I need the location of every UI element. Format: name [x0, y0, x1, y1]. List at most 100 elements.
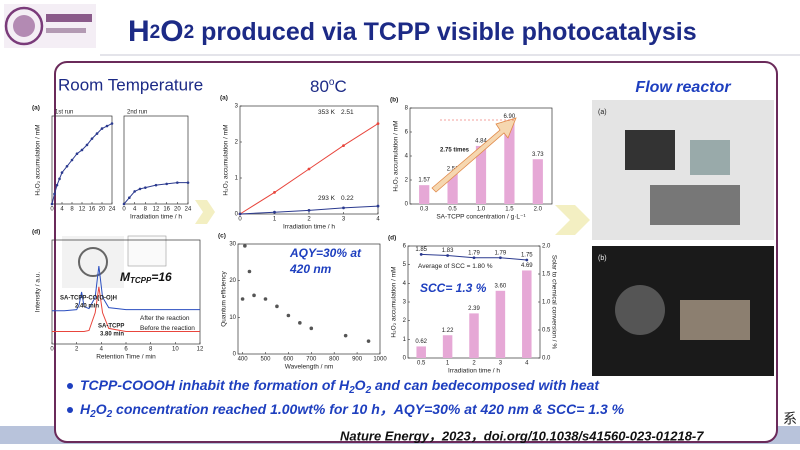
panel-label: (c) — [218, 233, 226, 240]
line-value-label: 1.79 — [495, 250, 507, 256]
data-point — [298, 321, 302, 325]
y2-tick-label: 2.0 — [542, 244, 551, 250]
data-point — [90, 137, 94, 140]
svg-text:(a): (a) — [598, 109, 607, 116]
bullet-part: 2 — [106, 409, 113, 420]
x-tick-label: 0 — [122, 207, 126, 213]
trend-arrow — [431, 117, 517, 193]
y-axis-label: Quantum efficiency — [221, 270, 228, 326]
section-label: 80oC — [310, 77, 347, 97]
y-tick-label: 2 — [235, 140, 239, 146]
series-end-value: 2.51 — [341, 109, 354, 116]
x-tick-label: 1 — [273, 217, 277, 223]
data-point — [343, 333, 348, 338]
temp-part: o — [329, 77, 335, 88]
y-axis-label: H₂O₂ accumulation / mM — [391, 266, 398, 337]
x-tick-label: 4 — [376, 217, 380, 223]
data-point — [165, 182, 168, 186]
x-tick-label: 500 — [260, 357, 271, 363]
series-name: 293 K — [318, 195, 336, 202]
data-point — [446, 254, 449, 257]
data-point — [240, 297, 245, 301]
y-tick-label: 2 — [403, 318, 407, 324]
series-end-value: 0.22 — [341, 195, 354, 202]
series-label: After the reaction — [140, 315, 190, 322]
x-tick-label: 2 — [307, 217, 311, 223]
y2-tick-label: 0.0 — [542, 356, 551, 362]
svg-text:(b): (b) — [598, 255, 607, 262]
x-tick-label: 12 — [153, 207, 160, 213]
bar-value-label: 3.73 — [532, 152, 544, 158]
bar-value-label: 2.39 — [468, 306, 480, 312]
bar — [504, 121, 515, 204]
y-tick-label: 0 — [235, 212, 239, 218]
logo — [4, 4, 96, 48]
x-tick-label: 3 — [499, 361, 503, 367]
x-tick-label: 4 — [525, 361, 529, 367]
bar-value-label: 0.62 — [415, 339, 427, 345]
y-tick-label: 3 — [235, 104, 239, 110]
arrow — [195, 200, 215, 224]
y-tick-label: 0 — [233, 352, 237, 358]
x-tick-label: 0.3 — [420, 207, 429, 213]
x-tick-label: 2.0 — [534, 207, 543, 213]
x-axis-label: Irradiation time / h — [130, 214, 182, 221]
x-axis-label: Irradiation time / h — [283, 224, 335, 231]
y-tick-label: 0 — [405, 202, 409, 208]
section-label: Room Temperature — [58, 75, 203, 94]
slide-title: H2O2 produced via TCPP visible photocata… — [128, 15, 697, 48]
bar-value-label: 1.22 — [442, 328, 454, 334]
series-label: 353 K 2.51 — [318, 109, 354, 116]
line-value-label: 1.85 — [415, 247, 427, 253]
data-point — [309, 326, 314, 331]
x-tick-label: 20 — [99, 207, 106, 213]
data-point — [75, 152, 79, 156]
data-point — [273, 191, 276, 194]
bar-value-label: 6.90 — [504, 114, 516, 120]
series-label: Before the reaction — [140, 325, 195, 332]
bullet-dot — [67, 407, 73, 413]
title-part: 2 — [184, 22, 195, 43]
data-point — [50, 202, 54, 206]
bar — [495, 290, 506, 358]
line-value-label: 1.75 — [521, 253, 533, 259]
y-tick-label: 6 — [405, 130, 409, 136]
data-point — [70, 158, 74, 162]
series-name: 353 K — [318, 109, 336, 116]
bar — [416, 346, 426, 358]
data-point — [286, 313, 291, 318]
title-part: H — [128, 15, 150, 48]
bullet-part: concentration reached 1.00wt% for 10 h，A… — [112, 401, 625, 417]
data-point — [128, 196, 131, 200]
chart-annotation: 2.75 times — [440, 148, 470, 154]
x-tick-label: 0 — [50, 347, 54, 353]
chart-annotation: 2.40 min — [75, 304, 99, 310]
x-tick-label: 24 — [185, 207, 192, 213]
x-tick-label: 700 — [306, 357, 317, 363]
data-point — [366, 339, 371, 343]
data-point — [55, 183, 59, 187]
bar-value-label: 2.51 — [447, 166, 459, 172]
data-point — [133, 190, 136, 193]
x-tick-label: 24 — [109, 207, 116, 213]
x-tick-label: 16 — [89, 207, 96, 213]
y-tick-label: 4 — [403, 281, 407, 287]
x-tick-label: 900 — [352, 357, 363, 363]
bullet-part: O — [355, 377, 366, 393]
data-point — [65, 164, 69, 168]
y-axis-label: H₂O₂ accumulation / mM — [35, 124, 42, 195]
panel-title: 1st run — [55, 110, 73, 116]
bullet-part: O — [96, 401, 107, 417]
x-tick-label: 4 — [133, 207, 137, 213]
x-tick-label: 4 — [100, 347, 104, 353]
x-tick-label: 0.5 — [448, 207, 457, 213]
bullet-part: and can bedecomposed with heat — [371, 377, 600, 393]
bullet-list: TCPP-COOOH inhabit the formation of H2O2… — [67, 377, 625, 420]
edge-text: 系 — [783, 411, 797, 427]
x-axis-label: Wavelength / nm — [285, 364, 334, 371]
chart-annotation: SA-TCPP — [98, 324, 124, 330]
x-tick-label: 12 — [79, 207, 86, 213]
x-tick-label: 400 — [238, 357, 249, 363]
series-label: Average of SCC = 1.80 % — [418, 263, 493, 270]
